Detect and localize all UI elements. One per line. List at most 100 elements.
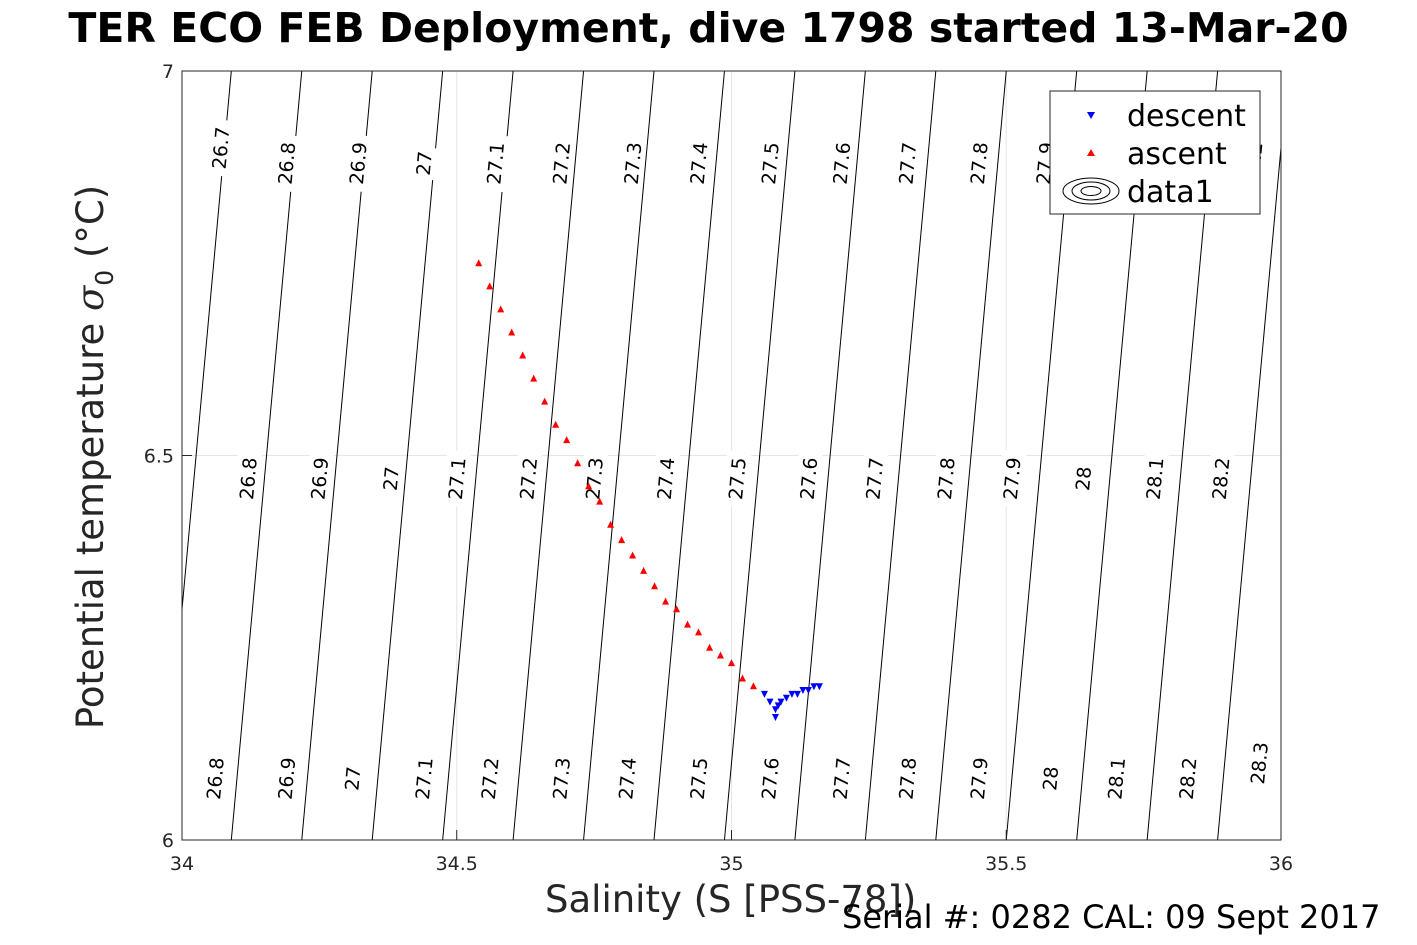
x-tick-label: 35 (719, 853, 743, 875)
ascent-marker (596, 497, 604, 505)
contour-label: 27.2 (513, 449, 543, 508)
contour-label: 27.6 (826, 134, 856, 193)
contour-label-text: 26.9 (307, 457, 333, 501)
contour-label-bg (480, 134, 510, 193)
ascent-marker (684, 620, 692, 628)
contour-label: 26.8 (200, 749, 230, 808)
contour-label-text: 28 (1072, 466, 1096, 492)
contour-label-text: 27 (380, 466, 404, 492)
serial-calibration-note: Serial #: 0282 CAL: 09 Sept 2017 (842, 898, 1381, 936)
contour-line (512, 70, 585, 841)
contour-label-bg (546, 749, 576, 808)
contour-label-bg (1069, 461, 1097, 496)
contour-label-bg (410, 146, 438, 181)
contour-label-text: 26.8 (275, 141, 301, 185)
y-tick-label: 6 (162, 830, 174, 852)
x-tick-label: 36 (1269, 853, 1293, 875)
contour-label-text: 27 (413, 150, 437, 176)
contour-label-bg (964, 134, 994, 193)
legend-ascent-marker (1087, 149, 1095, 156)
contour-label-bg (546, 134, 576, 193)
contour-label-text: 27.6 (797, 457, 823, 501)
descent-marker (774, 702, 782, 710)
contour-label-text: 27.3 (549, 756, 575, 800)
contour-line (1217, 147, 1282, 841)
contour-label: 28.1 (1101, 749, 1131, 808)
contour-label: 27.9 (997, 449, 1027, 508)
legend-contour-icon (1062, 177, 1120, 205)
contour-label-bg (997, 449, 1027, 508)
contour-label: 27.9 (964, 749, 994, 808)
contour-label-bg (205, 118, 235, 177)
legend-descent-marker (1087, 112, 1095, 119)
contour-line (230, 70, 303, 841)
contour-label-text: 26.8 (236, 457, 262, 501)
contour-label: 27.7 (826, 749, 856, 808)
contour-label-bg (826, 134, 856, 193)
contour-label-text: 27.2 (516, 457, 542, 501)
contour-label: 27.8 (892, 749, 922, 808)
contour-label-text: 27.2 (549, 141, 575, 185)
contour-label-text: 27.8 (967, 141, 993, 185)
ascent-marker (552, 420, 560, 428)
contour-label-bg (377, 461, 405, 496)
contour-label-bg (651, 449, 681, 508)
contour-label-text: 27.9 (1000, 457, 1026, 501)
axis-ticks: 34 34.5 35 35.5 36 6 6.5 7 (144, 61, 1293, 875)
contour-label: 27.7 (892, 134, 922, 193)
contour-label-text: 27.6 (758, 756, 784, 800)
contour-label-bg (304, 449, 334, 508)
ascent-marker (530, 374, 538, 382)
contour-label: 27.5 (684, 749, 714, 808)
contour-label: 26.9 (271, 749, 301, 808)
contour-label-bg (343, 134, 373, 193)
legend-contour-icon (1071, 181, 1111, 201)
contour-label-text: 28.2 (1209, 457, 1235, 501)
ascent-marker (497, 305, 505, 313)
contour-line (653, 70, 725, 841)
ascent-marker (738, 674, 746, 682)
contour-label: 28.1 (1140, 449, 1170, 508)
contour-label-text: 27.5 (687, 756, 713, 800)
contour-label-bg (271, 749, 301, 808)
contour-label-bg (755, 749, 785, 808)
contour-line (723, 70, 796, 841)
contour-label: 27.8 (964, 134, 994, 193)
contour-label-bg (684, 749, 714, 808)
contour-label-bg (826, 749, 856, 808)
contour-label-bg (722, 449, 752, 508)
contour-label-bg (1101, 749, 1131, 808)
contour-line (794, 70, 866, 841)
contour-label-text: 27.4 (687, 141, 713, 185)
contour-label-text: 28 (1039, 766, 1063, 792)
descent-marker (771, 706, 779, 714)
contour-line (935, 70, 1007, 841)
y-tick-label: 6.5 (144, 446, 174, 468)
legend-box (1049, 90, 1261, 215)
contour-label-bg (200, 749, 230, 808)
ascent-marker (585, 482, 593, 490)
descent-marker (766, 698, 774, 706)
contour-line (371, 70, 444, 841)
contour-label-text: 27.7 (895, 141, 921, 185)
contour-label-bg (964, 749, 994, 808)
descent-marker (782, 694, 790, 702)
contour-label: 27.4 (684, 134, 714, 193)
contour-label-bg (892, 134, 922, 193)
descent-marker (799, 687, 807, 695)
contour-label-text: 27.1 (445, 457, 471, 501)
descent-marker (788, 690, 796, 698)
contour-label-bg (579, 449, 609, 508)
ascent-marker (508, 328, 516, 336)
contour-label-bg (892, 749, 922, 808)
descent-marker (815, 683, 823, 691)
contour-label-bg (271, 134, 301, 193)
ascent-marker (749, 682, 757, 690)
contour-label: 27.5 (722, 449, 752, 508)
ascent-marker (673, 605, 681, 613)
contour-label: 27.1 (409, 749, 439, 808)
contour-label-text: 27.9 (967, 756, 993, 800)
contour-label: 26.8 (233, 449, 263, 508)
